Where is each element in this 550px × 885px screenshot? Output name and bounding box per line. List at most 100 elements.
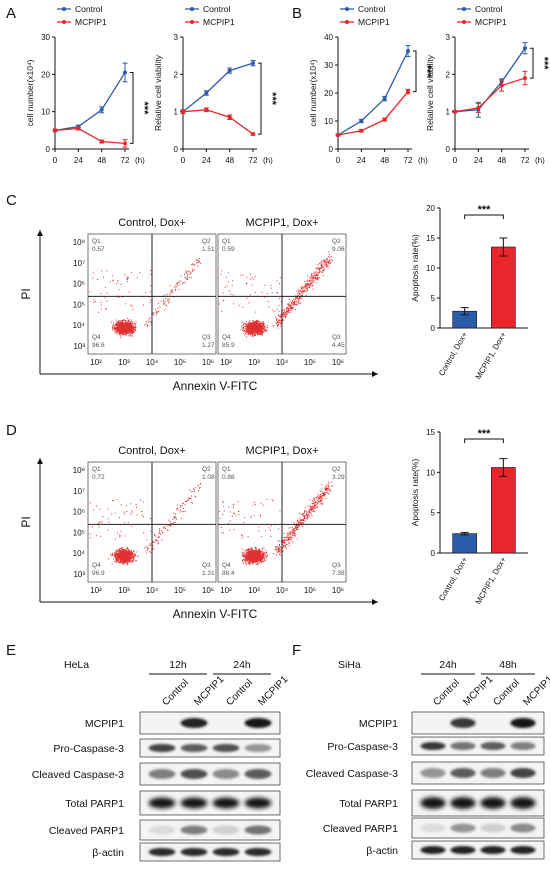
flow-event [122,562,124,564]
flow-event [262,325,264,327]
flow-event [310,277,312,279]
flow-event [167,529,169,531]
flow-event [246,326,248,328]
flow-event [126,554,128,556]
flow-event [127,327,129,329]
flow-event [131,510,133,512]
flow-event [120,325,122,327]
flow-event [323,268,325,270]
flow-event [327,260,329,262]
flow-event [121,322,123,324]
flow-event [132,332,134,334]
quadrant-value: 96.6 [92,342,105,349]
data-point [76,126,81,131]
flow-event [124,555,126,557]
flow-row-c: Control, Dox+Q10.57Q21.51Q31.27Q496.610²… [19,217,378,393]
flow-event [166,304,168,306]
flow-event [319,277,321,279]
flow-event [240,274,242,276]
flow-event [150,285,152,287]
flow-event [246,558,248,560]
flow-event [289,308,291,310]
flow-event [253,557,255,559]
flow-event [115,549,117,551]
flow-event [301,291,303,293]
flow-event [136,514,138,516]
flow-event [93,301,95,303]
flow-event [179,505,181,507]
flow-event [133,329,135,331]
flow-event [121,562,123,564]
flow-event [117,555,119,557]
flow-event [123,555,125,557]
flow-event [128,332,130,334]
flow-event [312,275,314,277]
flow-event [255,333,257,335]
flow-event [131,330,133,332]
flow-event [255,320,257,322]
flow-x-tick: 10⁵ [304,358,316,367]
flow-event [305,285,307,287]
flow-event [297,520,299,522]
flow-event [259,322,261,324]
flow-event [190,490,192,492]
quadrant-value: 9.06 [332,246,345,253]
flow-event [309,505,311,507]
flow-event [115,561,117,563]
flow-event [321,271,323,273]
flow-event [288,309,290,311]
flow-y-tick: 10⁴ [73,321,86,330]
flow-event [130,557,132,559]
flow-event [250,327,252,329]
flow-event [118,558,120,560]
flow-event [257,333,259,335]
flow-event [294,308,296,310]
flow-event [259,332,261,334]
flow-event [259,331,261,333]
flow-event [258,327,260,329]
flow-event [185,500,187,502]
flow-event [143,532,145,534]
flow-event [295,297,297,299]
flow-event [89,502,91,504]
flow-event [149,317,151,319]
flow-event [152,313,154,315]
flow-event [119,322,121,324]
flow-event [258,555,260,557]
flow-event [240,329,242,331]
flow-event [305,291,307,293]
flow-event [119,534,121,536]
flow-event [232,280,234,282]
flow-event [254,331,256,333]
flow-event [258,554,260,556]
flow-event [233,303,235,305]
flow-event [115,552,117,554]
quadrant-name: Q1 [92,238,101,245]
flow-event [92,526,94,528]
flow-event [122,557,124,559]
flow-event [124,562,126,564]
flow-event [291,527,293,529]
flow-event [120,557,122,559]
flow-event [243,330,245,332]
flow-event [308,509,310,511]
flow-event [255,553,257,555]
flow-event [263,559,265,561]
flow-event [284,314,286,316]
flow-event [299,298,301,300]
flow-event [242,559,244,561]
flow-event [278,283,280,285]
flow-event [325,259,327,261]
flow-event [251,321,253,323]
flow-event [116,326,118,328]
flow-event [282,312,284,314]
flow-event [253,278,255,280]
flow-event [261,557,263,559]
flow-event [147,321,149,323]
flow-event [241,554,243,556]
flow-event [157,543,159,545]
flow-event [294,295,296,297]
flow-event [113,327,115,329]
flow-event [158,542,160,544]
panel-label-a: A [6,5,16,22]
